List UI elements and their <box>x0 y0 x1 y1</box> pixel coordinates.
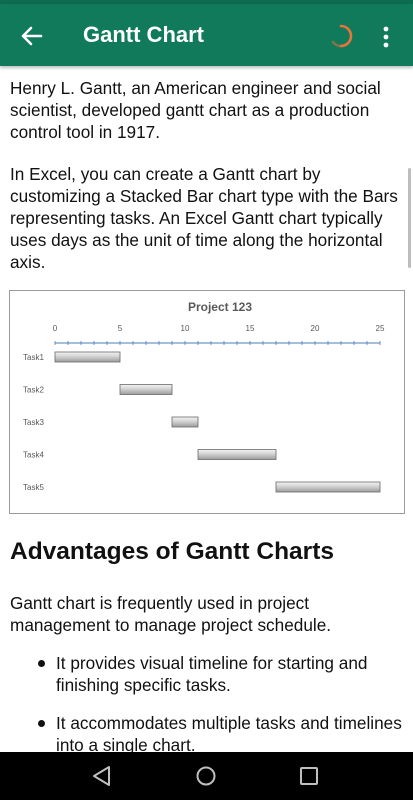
x-tick-label: 20 <box>311 324 320 333</box>
list-item-text: It provides visual timeline for starting… <box>56 653 368 695</box>
task-bar <box>197 449 277 460</box>
list-item-text: It accommodates multiple tasks and timel… <box>56 713 402 752</box>
gantt-chart-image: Project 123 0 5 10 15 20 25 Task1 Task2 Task3 Ta… <box>9 290 405 514</box>
task-label: Task4 <box>23 451 44 460</box>
list-item: It accommodates multiple tasks and timel… <box>0 712 413 752</box>
x-tick-label: 25 <box>376 324 385 333</box>
gantt-chart: Project 123 0 5 10 15 20 25 Task1 Task2 Task3 Ta… <box>23 300 385 493</box>
system-navigation-bar <box>0 752 413 800</box>
back-button[interactable] <box>14 19 48 53</box>
task-label: Task5 <box>23 483 44 492</box>
task-bar <box>54 351 121 363</box>
status-bar <box>0 0 413 4</box>
overflow-menu-button[interactable] <box>376 21 396 53</box>
arrow-left-icon <box>21 26 43 46</box>
loading-indicator <box>328 23 354 49</box>
x-tick-label: 10 <box>181 324 190 333</box>
bullet-icon <box>38 720 45 727</box>
task-label: Task1 <box>23 353 44 362</box>
bullet-icon <box>38 660 45 667</box>
intro-paragraph: Henry L. Gantt, an American engineer and… <box>10 78 381 142</box>
nav-home-icon[interactable] <box>195 765 217 787</box>
task-bar <box>171 416 199 428</box>
task-label: Task2 <box>23 386 44 395</box>
page-title: Gantt Chart <box>83 22 204 47</box>
app-bar: Gantt Chart <box>0 4 413 66</box>
section-heading: Advantages of Gantt Charts <box>10 538 334 565</box>
chart-title: Project 123 <box>188 300 252 314</box>
list-item: It provides visual timeline for starting… <box>0 652 413 696</box>
nav-recents-icon[interactable] <box>299 766 319 786</box>
advantages-list: It provides visual timeline for starting… <box>0 652 413 752</box>
article-content[interactable]: Henry L. Gantt, an American engineer and… <box>0 66 413 752</box>
x-tick-label: 15 <box>246 324 255 333</box>
task-bar <box>275 481 381 493</box>
x-tick-label: 5 <box>118 324 123 333</box>
excel-paragraph: In Excel, you can create a Gantt chart b… <box>10 164 398 272</box>
more-vert-icon <box>383 26 389 48</box>
x-tick-label: 0 <box>53 324 58 333</box>
usage-paragraph: Gantt chart is frequently used in projec… <box>10 593 332 635</box>
task-bar <box>119 384 173 395</box>
task-label: Task3 <box>23 418 44 427</box>
spinner-icon <box>331 24 353 48</box>
nav-back-icon[interactable] <box>90 765 114 787</box>
scrollbar-thumb[interactable] <box>408 168 411 268</box>
